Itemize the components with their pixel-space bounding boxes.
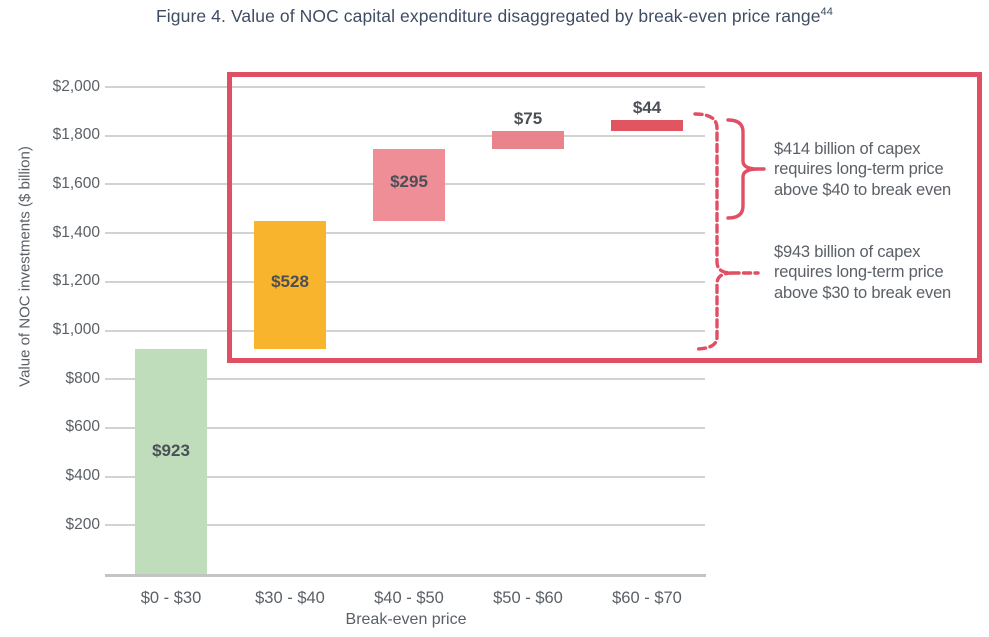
gridline: [105, 232, 705, 235]
annotation-line: $943 billion of capex: [774, 243, 921, 261]
annotation-943-capex: $943 billion of capex requires long-term…: [774, 242, 984, 303]
y-axis-tick-label: $1,200: [52, 272, 100, 290]
gridline: [105, 134, 705, 137]
x-axis-line: [105, 574, 706, 577]
bar-value-label: $528: [271, 271, 309, 291]
solid-brace-icon: [726, 118, 766, 220]
y-axis-tick-label: $200: [65, 515, 100, 533]
annotation-414-capex: $414 billion of capex requires long-term…: [774, 139, 984, 200]
x-axis-tick-label: $50 - $60: [493, 589, 563, 607]
figure-title-footnote-ref: 44: [820, 6, 833, 19]
y-axis-tick-label: $1,600: [52, 174, 100, 192]
x-axis-title: Break-even price: [345, 611, 467, 628]
annotation-line: above $40 to break even: [774, 180, 952, 199]
gridline: [105, 86, 705, 88]
annotation-line: requires long-term price: [774, 263, 944, 282]
bar-value-label: $44: [632, 97, 662, 117]
y-axis-tick-label: $400: [65, 467, 100, 485]
x-axis-tick-label: $40 - $50: [374, 589, 444, 607]
y-axis-tick-label: $1,400: [52, 223, 100, 241]
bar--60-70: [611, 119, 683, 131]
y-axis-tick-label: $1,000: [52, 321, 100, 338]
y-axis-tick-label: $1,800: [52, 126, 100, 144]
highlight-box: [227, 72, 982, 363]
bar--30-40: [254, 220, 326, 350]
x-axis-tick-label: $0 - $30: [140, 589, 202, 607]
gridline: [105, 524, 705, 527]
y-axis-tick-label: $600: [65, 418, 100, 436]
figure-title-text: Figure 4. Value of NOC capital expenditu…: [156, 6, 821, 26]
bar--40-50: [373, 148, 445, 221]
bar-value-label: $923: [152, 440, 190, 460]
gridline: [105, 329, 705, 332]
y-axis-tick-label: $800: [65, 369, 100, 387]
gridline: [105, 475, 705, 478]
y-axis-tick-label: $2,000: [52, 77, 100, 95]
figure-title: Figure 4. Value of NOC capital expenditu…: [0, 6, 989, 27]
bar-value-label: $295: [390, 171, 428, 191]
gridline: [105, 426, 705, 429]
annotation-line: requires long-term price: [774, 160, 944, 179]
x-axis-tick-label: $60 - $70: [612, 589, 682, 607]
bar--50-60: [492, 130, 564, 149]
gridline: [105, 280, 705, 283]
x-axis-tick-label: $30 - $40: [255, 589, 325, 607]
bar-value-label: $75: [513, 108, 543, 128]
bar--0-30: [135, 349, 207, 574]
gridline: [105, 378, 705, 381]
annotation-line: above $30 to break even: [774, 283, 952, 302]
dashed-brace-icon: [693, 112, 760, 351]
bracket-overlay: [693, 112, 766, 351]
annotation-line: $414 billion of capex: [774, 140, 921, 158]
